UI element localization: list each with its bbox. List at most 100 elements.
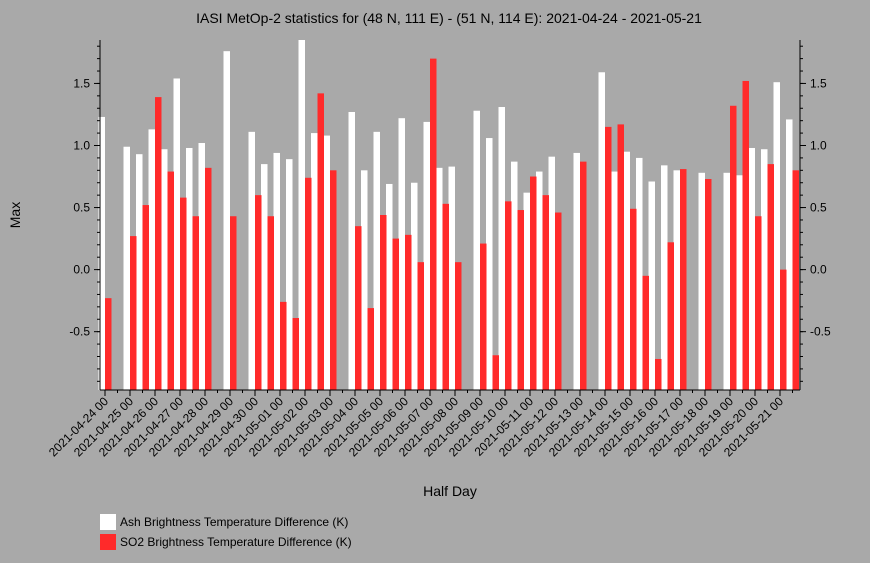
- y-tick-label: 0.5: [73, 201, 90, 215]
- legend-swatch-so2: [100, 534, 116, 550]
- ash-bar: [261, 164, 268, 390]
- ash-bar: [723, 172, 730, 390]
- ash-bar: [761, 149, 768, 390]
- ash-bar: [148, 129, 155, 391]
- ash-bar: [598, 72, 605, 391]
- so2-bar: [317, 93, 324, 391]
- so2-bar: [392, 238, 399, 390]
- ash-bar: [361, 170, 368, 390]
- ash-bar: [136, 154, 143, 390]
- so2-bar: [755, 216, 762, 390]
- so2-bar: [505, 201, 512, 390]
- so2-bar: [517, 210, 524, 390]
- so2-bar: [155, 97, 162, 390]
- legend-item-ash: Ash Brightness Temperature Difference (K…: [100, 512, 352, 532]
- ash-bar: [186, 147, 193, 390]
- ash-bar: [223, 51, 230, 391]
- ash-bar: [311, 133, 318, 390]
- ash-bar: [98, 116, 105, 390]
- legend-swatch-ash: [100, 514, 116, 530]
- ash-bar: [773, 82, 780, 390]
- ash-bar: [536, 171, 543, 390]
- y-tick-label-right: 0.0: [810, 263, 827, 277]
- so2-bar: [542, 195, 549, 390]
- y-axis-label: Max: [7, 202, 23, 228]
- ash-bar: [298, 40, 305, 390]
- ash-bar: [123, 146, 130, 390]
- legend-label-ash: Ash Brightness Temperature Difference (K…: [120, 515, 349, 529]
- so2-bar: [555, 212, 562, 390]
- ash-bar: [673, 170, 680, 390]
- x-axis-label: Half Day: [423, 483, 477, 499]
- so2-bar: [605, 126, 612, 390]
- ash-bar: [248, 131, 255, 390]
- so2-bar: [705, 179, 712, 390]
- bars-layer: [98, 40, 799, 391]
- ash-bar: [173, 78, 180, 390]
- so2-bar: [530, 176, 537, 390]
- so2-bar: [492, 355, 499, 390]
- ash-bar: [611, 171, 618, 390]
- so2-bar: [280, 301, 287, 390]
- ash-bar: [386, 183, 393, 390]
- ash-bar: [373, 131, 380, 390]
- so2-bar: [480, 243, 487, 390]
- so2-bar: [780, 269, 787, 390]
- so2-bar: [405, 234, 412, 390]
- so2-bar: [292, 318, 299, 390]
- y-tick-label: 1.0: [73, 138, 90, 152]
- so2-bar: [255, 195, 262, 390]
- ash-bar: [648, 181, 655, 390]
- ash-bar: [286, 159, 293, 390]
- so2-bar: [442, 203, 449, 390]
- ash-bar: [498, 107, 505, 391]
- ash-bar: [411, 182, 418, 390]
- so2-bar: [417, 262, 424, 390]
- ash-bar: [786, 119, 793, 391]
- so2-bar: [230, 216, 237, 390]
- y-tick-label-right: 1.5: [810, 76, 827, 90]
- so2-bar: [105, 298, 112, 390]
- so2-bar: [142, 205, 149, 390]
- so2-bar: [730, 105, 737, 390]
- so2-bar: [680, 169, 687, 390]
- so2-bar: [430, 58, 437, 391]
- ash-bar: [448, 166, 455, 390]
- ash-bar: [511, 161, 518, 390]
- ash-bar: [698, 172, 705, 390]
- ash-bar: [348, 111, 355, 391]
- so2-bar: [742, 80, 749, 391]
- so2-bar: [330, 170, 337, 390]
- y-tick-label: 0.0: [73, 263, 90, 277]
- so2-bar: [167, 171, 174, 390]
- so2-bar: [205, 167, 212, 390]
- y-tick-label: 1.5: [73, 76, 90, 90]
- ash-bar: [423, 121, 430, 390]
- ash-bar: [486, 138, 493, 390]
- so2-bar: [767, 164, 774, 390]
- so2-bar: [455, 262, 462, 390]
- so2-bar: [267, 216, 274, 390]
- ash-bar: [473, 110, 480, 391]
- y-tick-label-right: -0.5: [810, 325, 831, 339]
- ash-bar: [198, 143, 205, 390]
- so2-bar: [617, 124, 624, 391]
- so2-bar: [642, 275, 649, 390]
- ash-bar: [523, 192, 530, 390]
- so2-bar: [630, 208, 637, 390]
- legend-label-so2: SO2 Brightness Temperature Difference (K…: [120, 535, 352, 549]
- ash-bar: [748, 147, 755, 390]
- so2-bar: [667, 242, 674, 390]
- so2-bar: [180, 197, 187, 390]
- so2-bar: [130, 236, 137, 390]
- ash-bar: [623, 151, 630, 390]
- ash-bar: [736, 175, 743, 390]
- so2-bar: [655, 358, 662, 390]
- chart-title: IASI MetOp-2 statistics for (48 N, 111 E…: [196, 10, 702, 26]
- so2-bar: [580, 161, 587, 390]
- so2-bar: [192, 216, 199, 390]
- so2-bar: [305, 177, 312, 390]
- y-tick-label-right: 1.0: [810, 138, 827, 152]
- so2-bar: [792, 170, 799, 390]
